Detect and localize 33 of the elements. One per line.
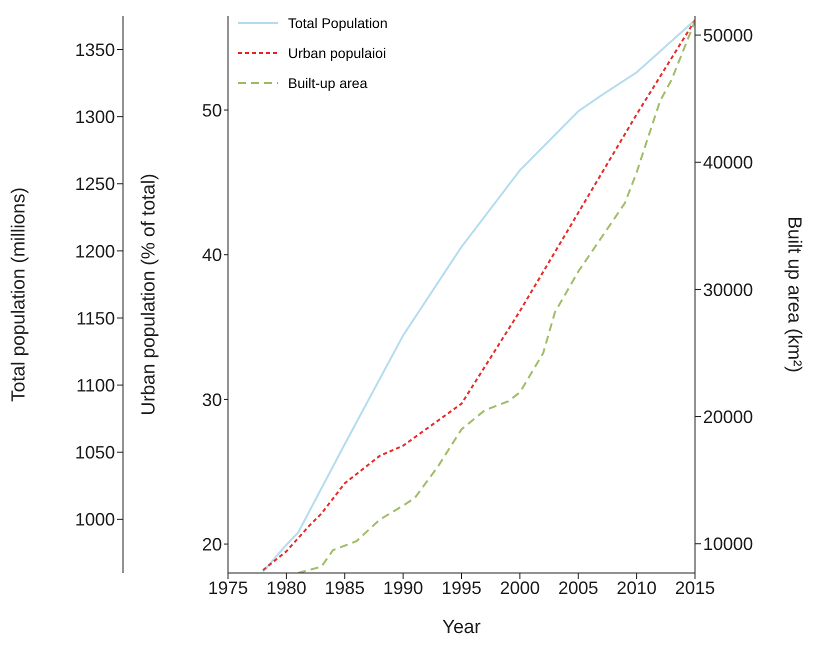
legend-label: Built-up area [288, 75, 368, 91]
y2-tick-label: 50000 [703, 25, 754, 46]
legend-label: Total Population [288, 15, 388, 31]
y-tick-label: 1200 [74, 241, 115, 262]
x-tick-label: 2000 [500, 578, 540, 598]
y3-tick-label: 50 [202, 100, 222, 120]
x-tick-label: 1975 [208, 578, 248, 598]
x-axis-title: Year [442, 617, 482, 638]
y-tick-label: 1350 [74, 40, 115, 60]
x-tick-label: 2005 [558, 578, 598, 598]
y3-axis-title: Urban population (% of total) [138, 174, 160, 416]
x-tick-label: 1985 [324, 578, 365, 598]
y2-tick-label: 40000 [703, 152, 754, 173]
y3-tick-label: 20 [202, 534, 222, 554]
x-tick-label: 1980 [266, 578, 306, 598]
x-tick-label: 1990 [383, 578, 424, 598]
y-axis-title: Total population (millions) [8, 187, 30, 402]
y-tick-label: 1250 [74, 174, 115, 194]
y-tick-label: 1150 [76, 308, 115, 328]
y-tick-label: 1100 [76, 375, 115, 396]
legend-label: Urban populaioi [288, 45, 386, 61]
y2-tick-label: 30000 [703, 280, 754, 300]
x-tick-label: 2010 [616, 578, 657, 598]
y-tick-label: 1050 [74, 442, 115, 463]
y2-axis-title: Built up area (km²) [783, 216, 804, 373]
y3-tick-label: 30 [202, 390, 222, 410]
y2-tick-label: 10000 [703, 534, 754, 554]
x-tick-label: 1995 [441, 578, 482, 598]
y3-tick-label: 40 [202, 245, 222, 266]
y2-tick-label: 20000 [703, 406, 754, 427]
x-tick-label: 2015 [674, 578, 716, 598]
y-tick-label: 1000 [74, 510, 115, 530]
y-tick-label: 1300 [74, 107, 115, 128]
